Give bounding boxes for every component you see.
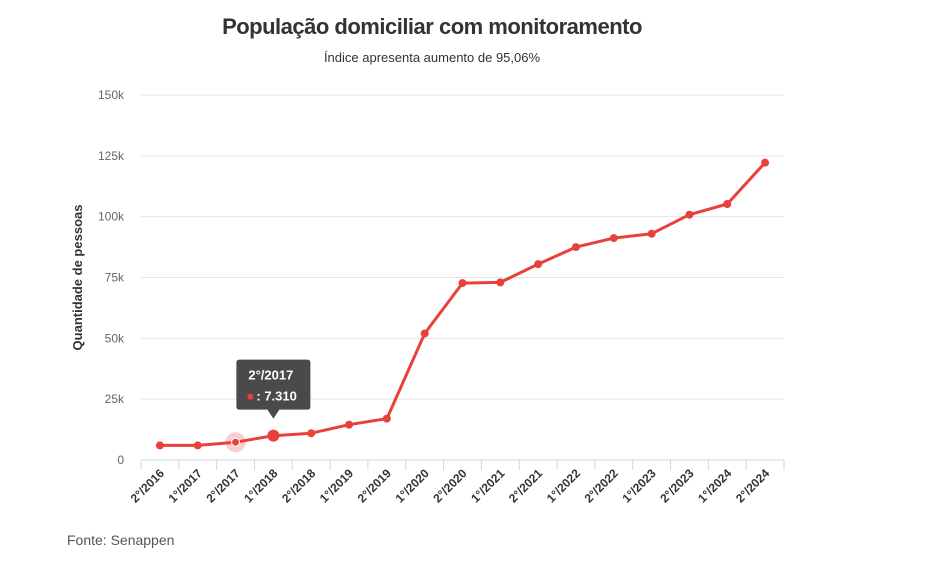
- x-tick-label: 1°/2023: [619, 466, 658, 505]
- x-tick-label: 2°/2016: [128, 466, 167, 505]
- data-point[interactable]: [382, 414, 391, 423]
- x-axis: 2°/20161°/20172°/20171°/20182°/20181°/20…: [128, 459, 785, 505]
- tooltip-series-dot: [247, 393, 254, 400]
- x-tick-label: 2°/2022: [582, 466, 621, 505]
- y-tick-label: 0: [117, 453, 124, 467]
- data-point[interactable]: [496, 278, 505, 287]
- data-point[interactable]: [267, 429, 280, 442]
- chart-title: População domiciliar com monitoramento: [222, 14, 642, 39]
- data-point[interactable]: [193, 441, 202, 450]
- chart-subtitle: Índice apresenta aumento de 95,06%: [323, 50, 541, 65]
- data-point[interactable]: [345, 420, 354, 429]
- y-tick-label: 25k: [105, 392, 125, 406]
- x-tick-label: 2°/2020: [430, 466, 469, 505]
- data-point[interactable]: [420, 329, 429, 338]
- data-point[interactable]: [723, 200, 732, 209]
- data-point[interactable]: [458, 279, 467, 288]
- x-tick-label: 1°/2022: [544, 466, 583, 505]
- x-tick-label: 2°/2017: [203, 466, 242, 505]
- data-point[interactable]: [761, 158, 770, 167]
- series-line-group: [155, 158, 770, 453]
- x-tick-label: 1°/2020: [393, 466, 432, 505]
- y-axis-ticks: 0 25k 50k 75k 100k 125k 150k: [98, 88, 125, 467]
- x-tick-label: 2°/2021: [506, 466, 545, 505]
- x-tick-label: 1°/2021: [468, 466, 507, 505]
- data-point[interactable]: [647, 229, 656, 238]
- tooltip: 2°/2017 : 7.310: [236, 359, 311, 419]
- tooltip-value: : 7.310: [256, 389, 296, 404]
- source-note: Fonte: Senappen: [67, 532, 175, 548]
- data-point[interactable]: [307, 429, 316, 438]
- y-tick-label: 100k: [98, 210, 125, 224]
- y-tick-label: 50k: [105, 331, 125, 345]
- data-point[interactable]: [571, 243, 580, 252]
- x-tick-label: 1°/2017: [166, 466, 205, 505]
- y-tick-label: 125k: [98, 149, 125, 163]
- x-tick-label: 1°/2019: [317, 466, 356, 505]
- data-point[interactable]: [685, 210, 694, 219]
- x-tick-label: 2°/2019: [355, 466, 394, 505]
- y-axis-title: Quantidade de pessoas: [70, 205, 85, 351]
- data-point[interactable]: [534, 260, 543, 269]
- data-point[interactable]: [231, 437, 241, 447]
- y-tick-label: 75k: [105, 271, 125, 285]
- y-tick-label: 150k: [98, 88, 125, 102]
- x-tick-label: 1°/2018: [241, 466, 280, 505]
- data-point[interactable]: [609, 234, 618, 243]
- grid-lines: [141, 94, 784, 400]
- x-tick-label: 2°/2018: [279, 466, 318, 505]
- tooltip-box: [236, 359, 311, 419]
- x-tick-label: 1°/2024: [695, 466, 734, 505]
- tooltip-title: 2°/2017: [248, 368, 293, 383]
- x-tick-label: 2°/2024: [733, 466, 772, 505]
- data-point[interactable]: [155, 441, 164, 450]
- x-tick-label: 2°/2023: [657, 466, 696, 505]
